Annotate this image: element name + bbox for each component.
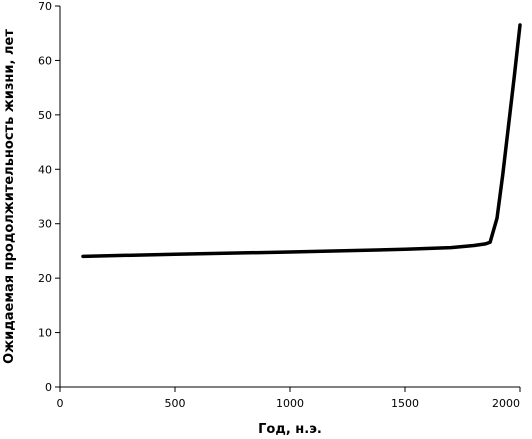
series-line bbox=[81, 23, 522, 259]
y-tick-label: 20 bbox=[38, 272, 52, 285]
x-tick-label: 1000 bbox=[276, 397, 304, 410]
y-tick-label: 30 bbox=[38, 218, 52, 231]
y-tick-label: 50 bbox=[38, 109, 52, 122]
x-axis-ticks: 0 500 1000 1500 2000 bbox=[57, 387, 521, 410]
y-tick-label: 0 bbox=[45, 381, 52, 394]
x-axis-title: Год, н.э. bbox=[258, 422, 322, 437]
x-tick-label: 0 bbox=[57, 397, 64, 410]
y-axis-title: Ожидаемая продолжительность жизни, лет bbox=[2, 29, 17, 364]
x-tick-label: 2000 bbox=[492, 397, 520, 410]
x-tick-label: 1500 bbox=[391, 397, 419, 410]
y-tick-label: 40 bbox=[38, 163, 52, 176]
series-group bbox=[81, 23, 522, 259]
y-tick-label: 60 bbox=[38, 54, 52, 67]
plot-area: 0 10 20 30 40 50 60 70 0 500 1000 1500 2000 bbox=[38, 0, 522, 410]
y-axis-ticks: 0 10 20 30 40 50 60 70 bbox=[38, 0, 60, 394]
x-tick-label: 500 bbox=[165, 397, 186, 410]
y-tick-label: 70 bbox=[38, 0, 52, 13]
y-tick-label: 10 bbox=[38, 327, 52, 340]
